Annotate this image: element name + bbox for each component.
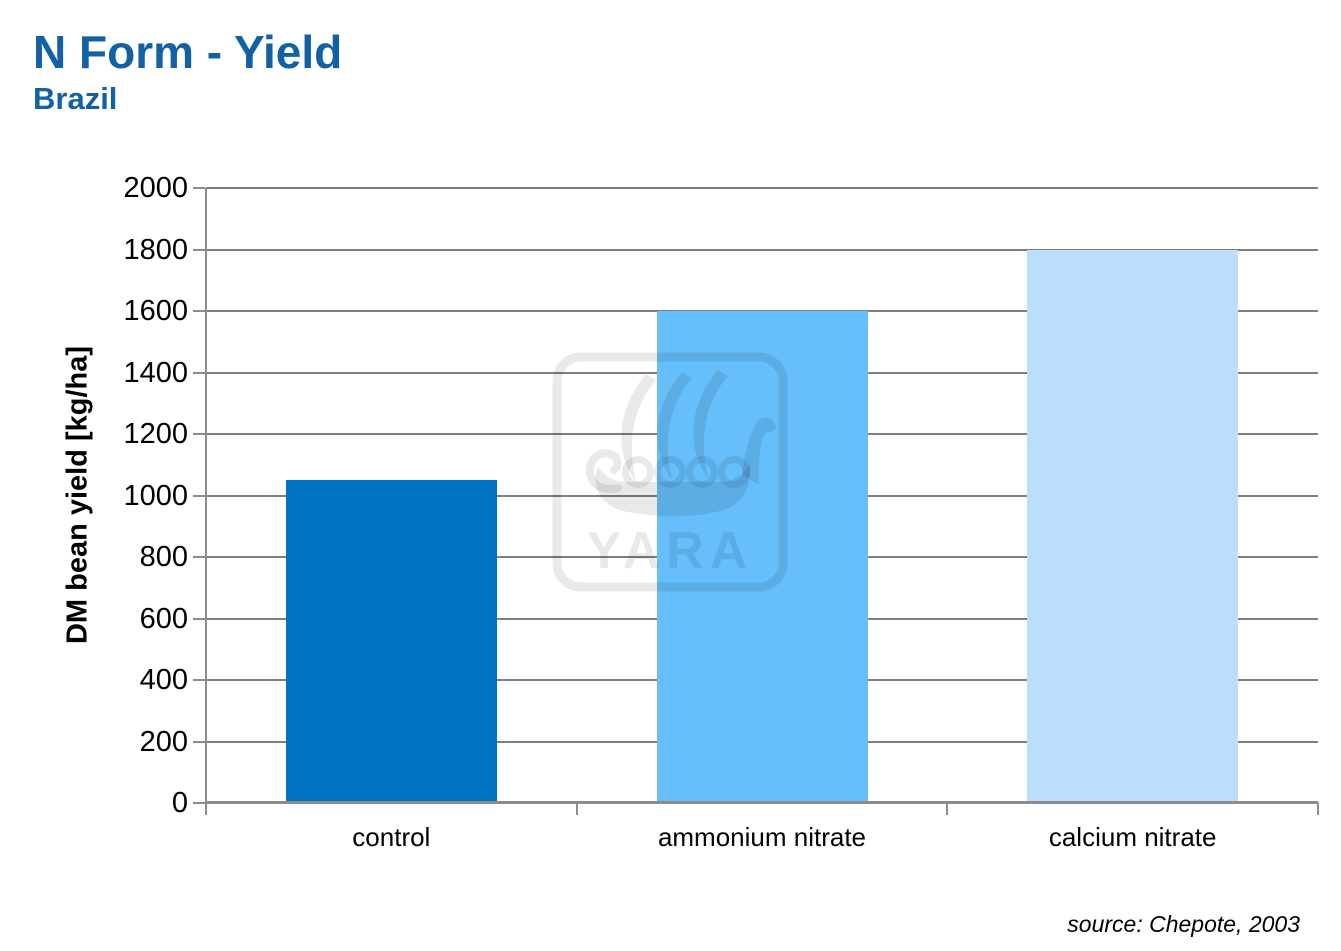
x-axis-line <box>206 801 1318 804</box>
y-tick-label: 0 <box>171 787 188 819</box>
y-axis-tick <box>193 556 205 558</box>
source-note: source: Chepote, 2003 <box>1067 911 1300 937</box>
y-axis-tick <box>193 617 205 620</box>
y-axis-tick <box>193 494 205 497</box>
bar-ammonium-nitrate <box>656 311 868 803</box>
gridline <box>206 248 1318 251</box>
prow-spiral <box>585 449 622 493</box>
bar-calcium-nitrate <box>1027 249 1239 803</box>
y-tick-label: 1000 <box>123 479 188 512</box>
x-axis-tick <box>205 803 207 815</box>
y-axis-tick <box>193 679 205 681</box>
plot-area: YARA 02004006008001000120014001600180020… <box>123 173 1319 852</box>
y-axis-tick <box>193 187 205 189</box>
x-axis-label: ammonium nitrate <box>657 822 867 852</box>
y-axis-tick <box>193 740 205 743</box>
y-tick-label: 600 <box>139 602 188 635</box>
x-axis-tick <box>946 803 949 815</box>
y-axis-tick <box>193 802 205 804</box>
y-axis-tick <box>193 433 205 435</box>
y-tick-label: 1600 <box>123 295 188 327</box>
y-axis-tick <box>193 310 205 312</box>
y-tick-label: 400 <box>139 664 188 696</box>
y-tick-label: 800 <box>139 541 188 573</box>
x-axis-tick <box>1317 803 1319 815</box>
x-axis-label: control <box>352 822 431 852</box>
y-tick-label: 2000 <box>123 172 188 204</box>
y-tick-label: 1200 <box>123 418 188 450</box>
y-axis-tick <box>193 248 205 251</box>
x-axis-tick <box>575 803 578 815</box>
page-subtitle: Brazil <box>33 81 118 116</box>
y-tick-label: 1800 <box>123 233 188 266</box>
bar-control <box>285 480 497 803</box>
y-axis-line <box>205 188 207 815</box>
x-axis-label: calcium nitrate <box>1048 822 1217 852</box>
page-title: N Form - Yield <box>33 26 343 78</box>
chart-header: N Form - Yield Brazil <box>33 26 342 117</box>
y-tick-label: 200 <box>139 725 188 758</box>
gridline <box>206 187 1318 189</box>
y-tick-label: 1400 <box>123 356 188 389</box>
y-axis-tick <box>193 371 205 374</box>
